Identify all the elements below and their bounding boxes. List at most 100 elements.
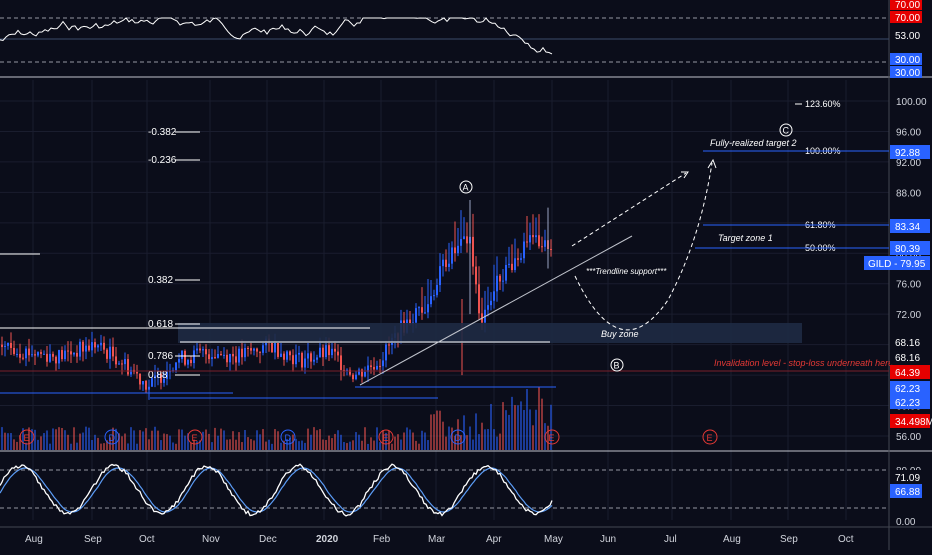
candle-body: [289, 351, 291, 356]
event-marker[interactable]: [280, 429, 296, 445]
rsi-line: [0, 17, 553, 55]
candle-body: [31, 354, 33, 356]
candle-body: [241, 348, 243, 358]
volume-bar: [343, 442, 345, 450]
event-marker-label: E: [383, 433, 389, 443]
candle-body: [307, 353, 309, 359]
volume-bar: [331, 438, 333, 450]
candle-body: [10, 342, 12, 348]
wave-label: B: [614, 361, 620, 371]
volume-bar: [115, 428, 117, 450]
candle-body: [214, 357, 216, 359]
candle-body: [178, 359, 180, 363]
volume-bar: [487, 429, 489, 450]
candle-body: [475, 266, 477, 285]
candle-body: [313, 359, 315, 362]
volume-bar: [376, 427, 378, 450]
volume-bar: [382, 430, 384, 450]
price-badge: [890, 145, 930, 159]
volume-bar: [199, 440, 201, 450]
symbol-badge[interactable]: [864, 256, 930, 270]
volume-bar: [148, 439, 150, 450]
event-marker[interactable]: [378, 429, 394, 445]
volume-bar: [235, 439, 237, 450]
event-marker[interactable]: [544, 429, 560, 445]
buy-zone-box[interactable]: [178, 323, 802, 343]
volume-bar: [538, 386, 540, 450]
rsi-badge: [890, 53, 922, 65]
candle-body: [28, 348, 30, 356]
volume-bar: [67, 434, 69, 450]
trendline-label: ***Trendline support***: [586, 267, 667, 276]
volume-bar: [505, 410, 507, 450]
volume-bar: [280, 442, 282, 450]
stoch-k-line: [0, 463, 553, 517]
stoch-axis-tick: 0.00: [896, 517, 916, 528]
volume-bar: [409, 429, 411, 450]
event-marker[interactable]: [702, 429, 718, 445]
candle-body: [277, 343, 279, 357]
volume-bar: [472, 439, 474, 450]
volume-bar: [427, 440, 429, 450]
candle-body: [451, 247, 453, 264]
candle-body: [151, 378, 153, 387]
volume-bar: [370, 437, 372, 450]
volume-bar: [361, 440, 363, 450]
volume-bar: [295, 438, 297, 450]
candle-body: [457, 245, 459, 254]
candle-body: [205, 349, 207, 355]
stoch-d-line: [0, 467, 553, 513]
volume-bar: [130, 427, 132, 450]
candle-body: [166, 371, 168, 379]
event-marker-label: D: [455, 433, 462, 443]
volume-bar: [28, 427, 30, 450]
volume-bar: [211, 442, 213, 450]
volume-bar: [40, 436, 42, 450]
candle-body: [220, 354, 222, 356]
candle-body: [328, 345, 330, 356]
price-badge-label: 92.88: [895, 148, 920, 159]
volume-bar: [349, 441, 351, 450]
trendline[interactable]: [359, 235, 633, 386]
time-axis-label: Feb: [373, 534, 391, 545]
candle-body: [154, 375, 156, 379]
volume-bar: [424, 432, 426, 450]
event-marker-label: E: [192, 433, 198, 443]
event-marker[interactable]: [19, 429, 35, 445]
volume-bar: [193, 439, 195, 450]
volume-bar: [529, 409, 531, 450]
event-marker[interactable]: [104, 429, 120, 445]
event-marker[interactable]: [450, 429, 466, 445]
volume-bar: [106, 440, 108, 450]
candle-body: [148, 386, 150, 390]
volume-bar: [508, 414, 510, 450]
candle-body: [229, 353, 231, 363]
event-marker[interactable]: [187, 429, 203, 445]
candle-body: [463, 236, 465, 240]
candle-body: [238, 348, 240, 363]
volume-bar: [127, 443, 129, 450]
candle-body: [490, 300, 492, 306]
volume-bar: [163, 433, 165, 450]
time-axis-label: Sep: [780, 534, 798, 545]
volume-bar: [523, 409, 525, 450]
candle-body: [232, 353, 234, 357]
candle-body: [532, 235, 534, 238]
candle-body: [196, 348, 198, 351]
candle-body: [505, 264, 507, 281]
volume-bar: [364, 427, 366, 450]
candle-body: [415, 308, 417, 323]
volume-bar: [190, 442, 192, 450]
volume-bar: [142, 431, 144, 450]
volume-bar: [85, 426, 87, 450]
price-badge: [890, 381, 930, 395]
candle-body: [334, 348, 336, 352]
volume-bar: [79, 433, 81, 450]
price-axis-tick: 88.00: [896, 188, 921, 199]
candle-body: [358, 369, 360, 375]
volume-bar: [16, 441, 18, 450]
volume-bar: [448, 426, 450, 450]
volume-bar: [76, 442, 78, 450]
